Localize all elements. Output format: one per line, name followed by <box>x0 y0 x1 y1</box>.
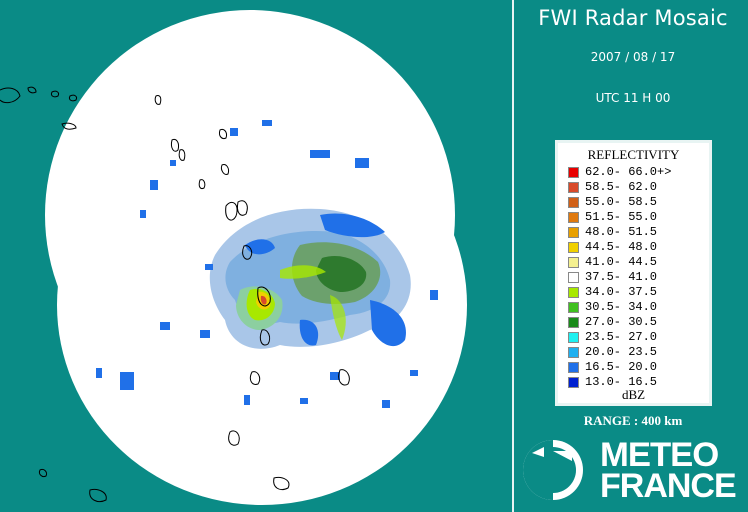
legend-row: 41.0- 44.5 <box>568 255 708 270</box>
legend-swatch <box>568 362 579 373</box>
legend-range-label: 13.0- 16.5 <box>585 375 658 389</box>
time-label: UTC 11 H 00 <box>595 91 671 105</box>
date-label: 2007 / 08 / 17 <box>590 50 676 64</box>
panel-divider <box>512 0 514 512</box>
scattered-echoes <box>96 120 438 408</box>
legend-range-label: 37.5- 41.0 <box>585 270 658 284</box>
legend-range-label: 62.0- 66.0+> <box>585 165 672 179</box>
logo-emblem-icon <box>520 437 590 503</box>
legend-range-label: 41.0- 44.5 <box>585 255 658 269</box>
legend-range-label: 51.5- 55.0 <box>585 210 658 224</box>
legend-range-label: 20.0- 23.5 <box>585 345 658 359</box>
legend-range-label: 27.0- 30.5 <box>585 315 658 329</box>
legend-range-label: 34.0- 37.5 <box>585 285 658 299</box>
island-outlines <box>0 86 350 503</box>
meteo-france-logo: METEO FRANCE <box>520 436 746 505</box>
legend-unit: dBZ <box>621 387 646 402</box>
reflectivity-legend: REFLECTIVITY 62.0- 66.0+> 58.5- 62.0 55.0-… <box>555 140 712 406</box>
legend-swatch <box>568 227 579 238</box>
legend-row: 55.0- 58.5 <box>568 195 708 210</box>
legend-swatch <box>568 167 579 178</box>
legend-range-label: 30.5- 34.0 <box>585 300 658 314</box>
page-title: FWI Radar Mosaic <box>538 6 728 30</box>
legend-row: 44.5- 48.0 <box>568 240 708 255</box>
legend-row: 34.0- 37.5 <box>568 285 708 300</box>
info-panel: FWI Radar Mosaic 2007 / 08 / 17 UTC 11 H… <box>514 0 748 512</box>
legend-range-label: 58.5- 62.0 <box>585 180 658 194</box>
legend-swatch <box>568 272 579 283</box>
radar-map <box>0 10 467 505</box>
legend-row: 37.5- 41.0 <box>568 270 708 285</box>
logo-line2: FRANCE <box>600 467 737 505</box>
legend-range-label: 44.5- 48.0 <box>585 240 658 254</box>
legend-row: 30.5- 34.0 <box>568 300 708 315</box>
legend-swatch <box>568 332 579 343</box>
legend-row: 23.5- 27.0 <box>568 330 708 345</box>
legend-range-label: 48.0- 51.5 <box>585 225 658 239</box>
legend-swatch <box>568 257 579 268</box>
legend-swatch <box>568 212 579 223</box>
legend-row: 13.0- 16.5 <box>568 375 708 390</box>
legend-range-label: 55.0- 58.5 <box>585 195 658 209</box>
legend-swatch <box>568 242 579 253</box>
legend-row: 48.0- 51.5 <box>568 225 708 240</box>
legend-row: 27.0- 30.5 <box>568 315 708 330</box>
legend-row: 16.5- 20.0 <box>568 360 708 375</box>
legend-range-label: 16.5- 20.0 <box>585 360 658 374</box>
legend-swatch <box>568 377 579 388</box>
echo-mass <box>209 208 411 349</box>
legend-swatch <box>568 347 579 358</box>
legend-row: 51.5- 55.0 <box>568 210 708 225</box>
legend-row: 62.0- 66.0+> <box>568 165 708 180</box>
logo-line1: METEO <box>600 436 719 474</box>
legend-range-label: 23.5- 27.0 <box>585 330 658 344</box>
legend-swatch <box>568 182 579 193</box>
range-label: RANGE : 400 km <box>583 413 683 428</box>
legend-swatch <box>568 197 579 208</box>
legend-swatch <box>568 302 579 313</box>
legend-row: 58.5- 62.0 <box>568 180 708 195</box>
legend-title: REFLECTIVITY <box>587 147 680 162</box>
legend-row: 20.0- 23.5 <box>568 345 708 360</box>
legend-swatch <box>568 317 579 328</box>
legend-swatch <box>568 287 579 298</box>
